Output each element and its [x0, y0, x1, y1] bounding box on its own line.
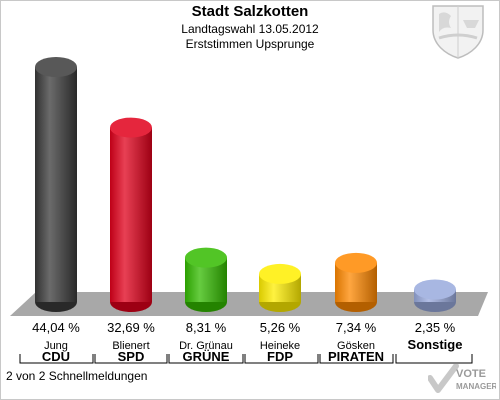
bar-sonstige	[414, 279, 456, 312]
label-bracket	[19, 354, 94, 364]
bar-piraten	[335, 252, 377, 312]
value-label: 32,69 %	[107, 320, 155, 335]
checkmark-icon	[428, 364, 459, 393]
bar-top	[259, 263, 301, 284]
party-label: Sonstige	[408, 337, 463, 352]
coat-of-arms-icon	[432, 5, 484, 59]
bar-fdp	[259, 263, 301, 312]
party-label: PIRATEN	[328, 349, 384, 364]
bar-body	[110, 127, 152, 302]
bar-top	[110, 117, 152, 138]
candidate-label: Dr. Grünau	[179, 340, 233, 352]
bar-spd	[110, 117, 152, 312]
bar-top	[35, 57, 77, 77]
vote-manager-logo: VOTE MANAGER	[428, 364, 496, 393]
candidate-label: Jung	[44, 340, 68, 352]
party-label: SPD	[118, 349, 145, 364]
value-label: 5,26 %	[260, 320, 301, 335]
candidate-label: Gösken	[337, 340, 375, 352]
bar-cdu	[35, 57, 77, 312]
candidate-label: Heineke	[260, 340, 300, 352]
label-bracket	[395, 354, 473, 364]
status-footer: 2 von 2 Schnellmeldungen	[6, 369, 148, 383]
party-label: GRÜNE	[183, 349, 230, 364]
candidate-label: Blienert	[112, 340, 149, 352]
value-label: 7,34 %	[336, 320, 377, 335]
bar-body	[35, 67, 77, 302]
election-date: Landtagswahl 13.05.2012	[181, 22, 319, 36]
label-bracket	[244, 354, 319, 364]
bar-top	[414, 279, 456, 300]
party-label: CDU	[42, 349, 70, 364]
value-label: 2,35 %	[415, 320, 456, 335]
bar-top	[335, 252, 377, 273]
bar-top	[185, 247, 227, 268]
label-bracket	[168, 354, 244, 364]
party-label: FDP	[267, 349, 293, 364]
value-label: 8,31 %	[186, 320, 227, 335]
logo-line2: MANAGER	[456, 382, 496, 391]
logo-line1: VOTE	[456, 368, 486, 380]
bar-gruene	[185, 247, 227, 312]
label-bracket	[319, 354, 394, 364]
value-label: 44,04 %	[32, 320, 80, 335]
district-subtitle: Erststimmen Upsprunge	[185, 37, 315, 51]
label-bracket	[94, 354, 168, 364]
chart-title: Stadt Salzkotten	[191, 3, 309, 20]
